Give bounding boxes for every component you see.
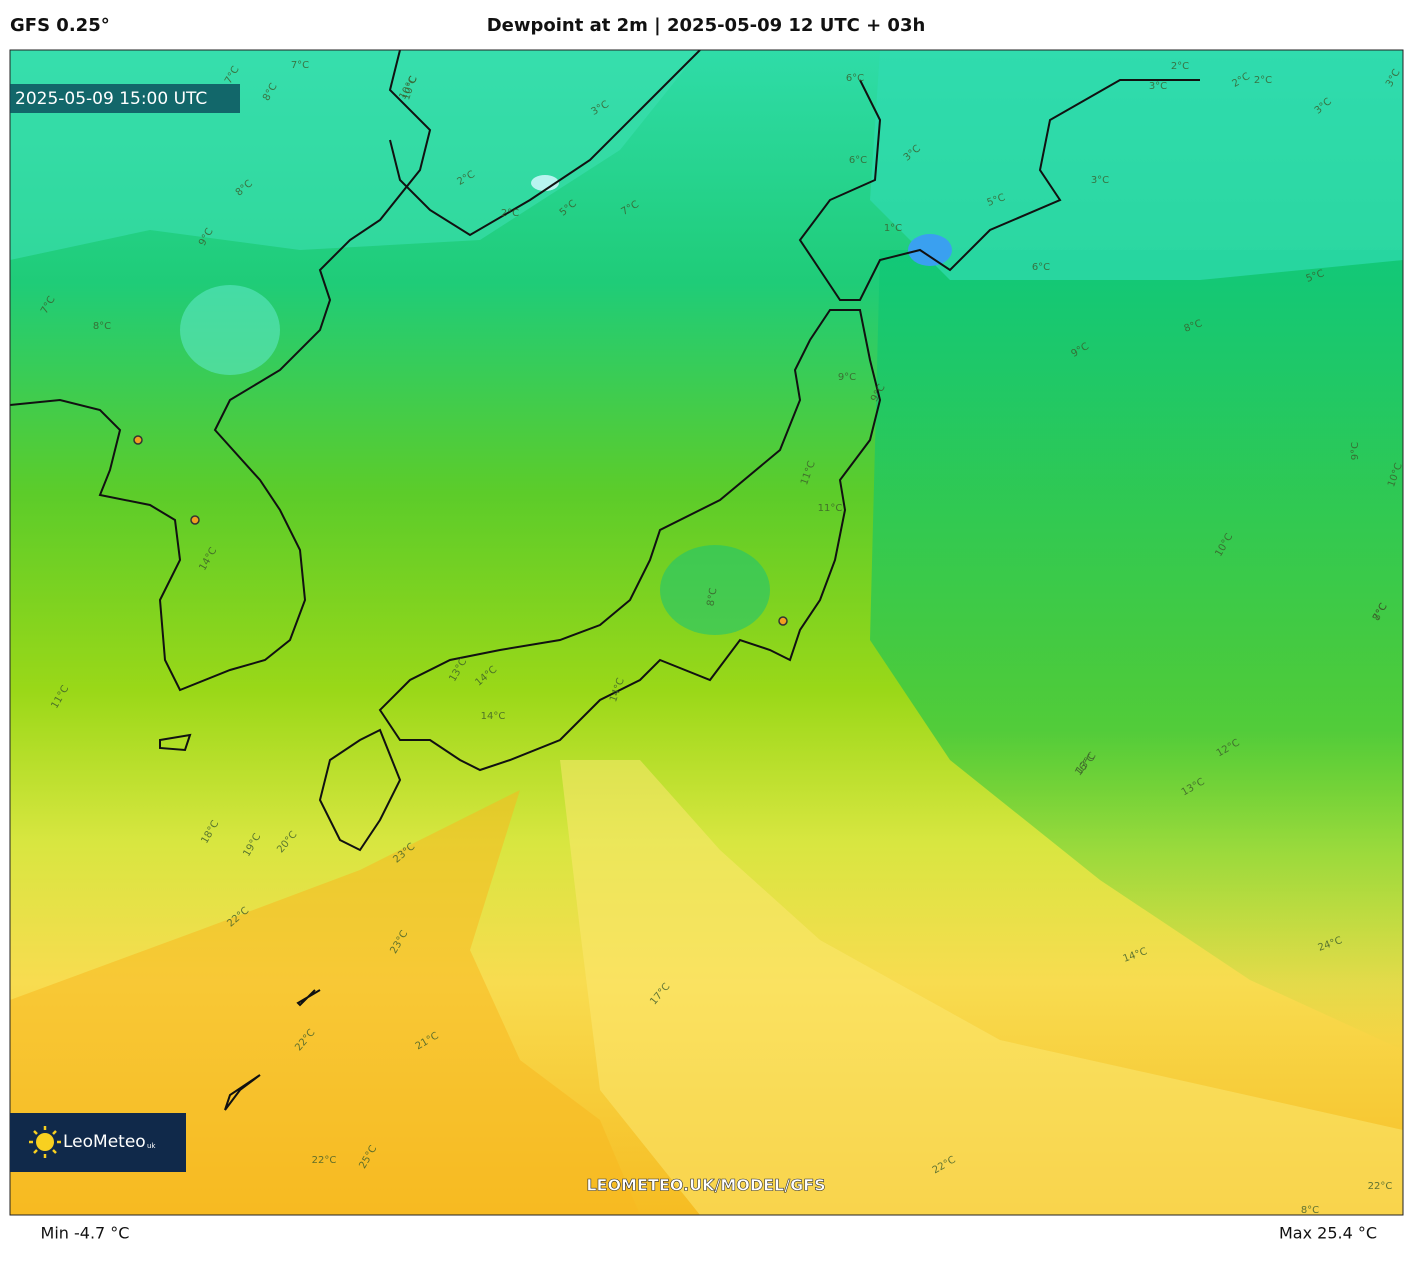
cold-spot [908,234,952,266]
contour-label: 22°C [312,1155,337,1166]
field-east [870,250,1403,1050]
field: 7°C 7°C8°C 10°C3°C2°C2°C 5°C 7°C6°C6°C 3°C1°C… [10,50,1403,1216]
contour-label: 3°C [1091,175,1109,186]
contour-label: 7°C [291,60,309,71]
time-box [10,84,240,113]
field-plume [560,760,1403,1215]
coastlines [10,50,1200,1111]
map-title: Dewpoint at 2m | 2025-05-09 12 UTC + 03h [487,15,926,36]
contour-label: 11°C [818,503,843,514]
contour-label: 8°C [93,321,111,332]
city-markers [133,435,788,626]
cold-spot [660,545,770,635]
cold-spot [531,175,559,191]
map-frame [9,49,1404,1216]
cold-spot [180,285,280,375]
contour-label: 22°C [1368,1181,1393,1192]
logo-name: LeoMeteo [63,1132,146,1152]
model-label: GFS 0.25° [10,15,110,36]
watermark: LEOMETEO.UK/MODEL/GFS [586,1176,825,1195]
contour-label: 3°C [1149,81,1167,92]
contour-label: 9°C [1350,442,1361,460]
logo-sun [29,1126,61,1158]
contour-label: 6°C [846,73,864,84]
contour-label: 2°C [501,208,519,219]
contour-label: 2°C [1254,75,1272,86]
contour-label: 8°C [1301,1205,1319,1216]
contour-label: 6°C [1032,262,1050,273]
contour-label: 6°C [849,155,867,166]
city-marker [133,435,143,445]
contour-label: 8°C [705,587,719,607]
valid-time: 2025-05-09 15:00 UTC [15,89,207,109]
contour-label: 1°C [884,223,902,234]
logo-suffix: uk [147,1142,156,1150]
city-marker [190,515,200,525]
contour-label: 2°C [1171,61,1189,72]
field-southwest [10,790,640,1215]
city-marker [778,616,788,626]
min-label: Min -4.7 °C [41,1224,130,1243]
field-northeast [870,50,1403,280]
max-label: Max 25.4 °C [1279,1224,1377,1243]
contour-label: 14°C [481,711,506,722]
contour-label: 9°C [838,372,856,383]
